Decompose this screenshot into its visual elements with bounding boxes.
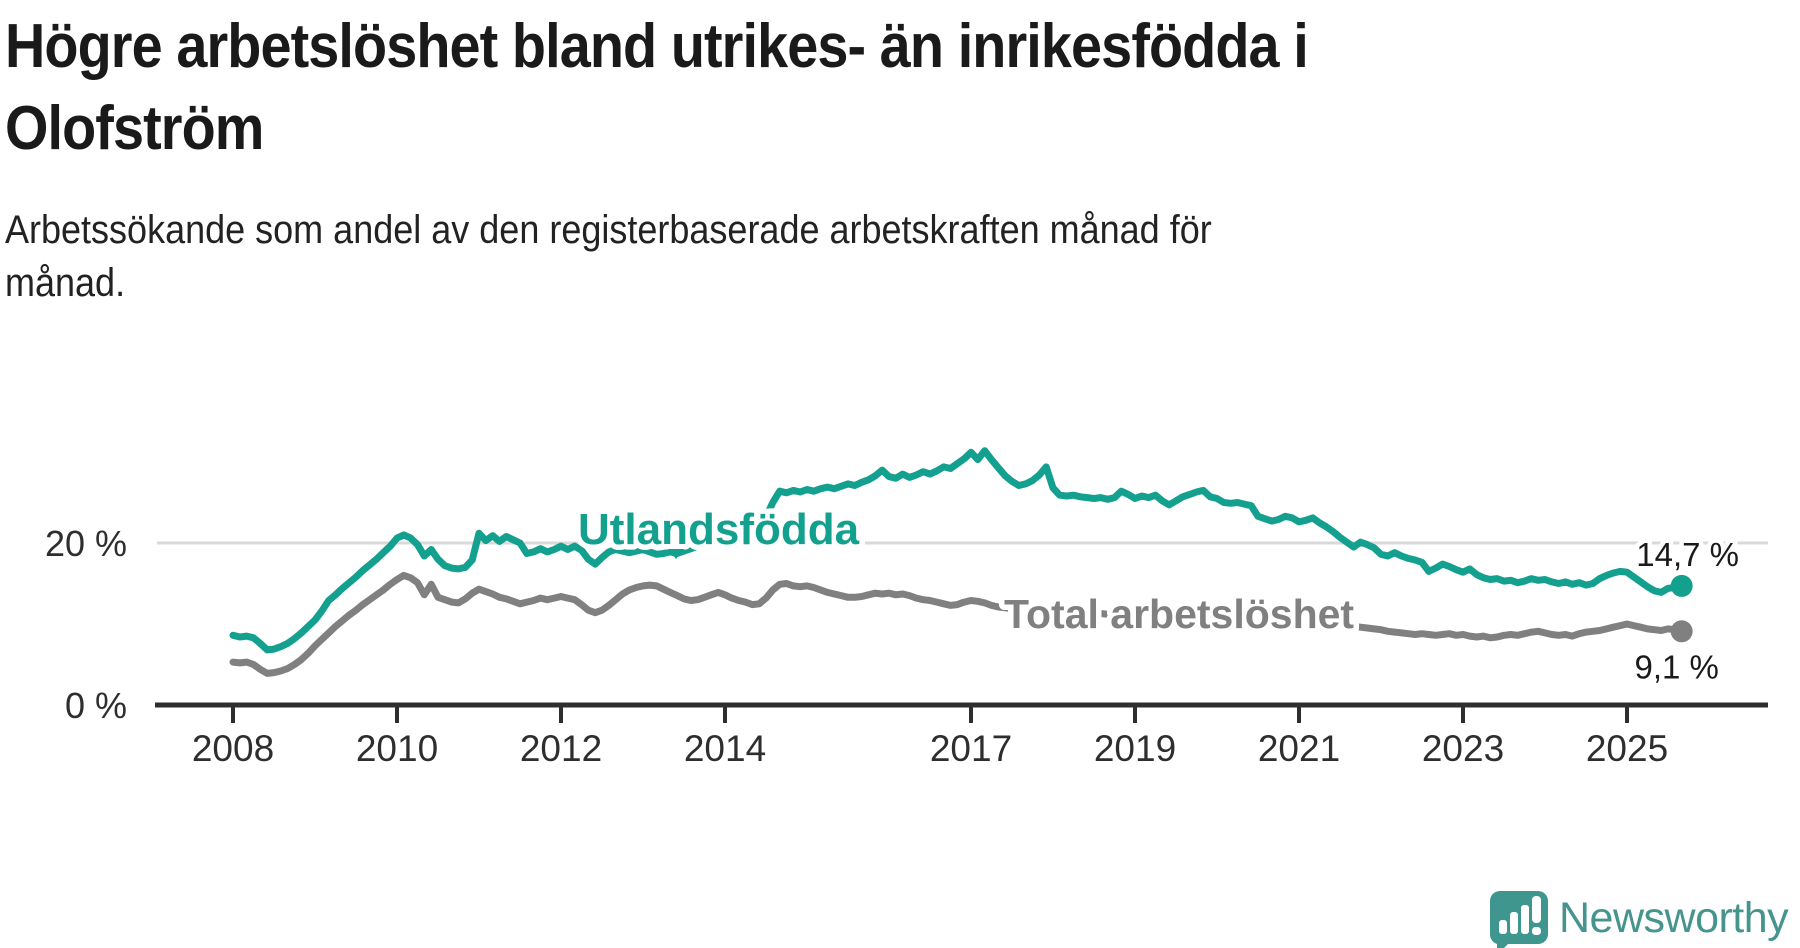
series-line-1 — [229, 571, 1686, 677]
subtitle-line-1: Arbetssökande som andel av den registerb… — [5, 208, 1212, 252]
exclamation-bar — [1532, 896, 1541, 923]
bar-3 — [1521, 905, 1529, 934]
title-line-2: Olofström — [5, 94, 264, 163]
x-tick-label-2008: 2008 — [192, 728, 274, 769]
end-value-label-1: 9,1 % — [1634, 648, 1718, 685]
newsworthy-logo: Newsworthy — [1488, 885, 1800, 948]
series-line-0 — [229, 447, 1686, 654]
x-tick-label-2023: 2023 — [1422, 728, 1504, 769]
brand-name: Newsworthy — [1559, 894, 1789, 942]
title-line-1: Högre arbetslöshet bland utrikes- än inr… — [5, 12, 1309, 81]
exclamation-dot — [1532, 927, 1541, 935]
x-tick-label-2014: 2014 — [684, 728, 766, 769]
series-lines — [229, 447, 1686, 677]
bar-2 — [1510, 912, 1518, 934]
x-tick-label-2012: 2012 — [520, 728, 602, 769]
chart-subtitle: Arbetssökande som andel av den registerb… — [5, 204, 1346, 310]
y-tick-label-20: 20 % — [45, 523, 127, 564]
end-dot-0 — [1670, 574, 1693, 597]
page-title: Högre arbetslöshet bland utrikes- än inr… — [5, 6, 1453, 170]
series-label-utlandsfodda: Utlandsfödda — [578, 505, 860, 554]
series-label-arrow-icon — [668, 549, 684, 559]
subtitle-line-2: månad. — [5, 261, 126, 305]
y-tick-label-0: 0 % — [65, 685, 127, 726]
x-tick-label-2010: 2010 — [356, 728, 438, 769]
x-tick-label-2021: 2021 — [1258, 728, 1340, 769]
end-annotations: 14,7 % 9,1 % — [1630, 531, 1744, 689]
bar-1 — [1499, 920, 1507, 934]
series-label-total: Total arbetslöshet — [1004, 591, 1354, 637]
x-axis-ticks — [231, 703, 1629, 723]
end-dot-1 — [1670, 620, 1693, 643]
axis-labels: 2008 2010 2012 2014 2017 2019 2021 2023 2025 0 % 2… — [45, 523, 1668, 769]
end-value-label-0: 14,7 % — [1636, 536, 1739, 573]
x-tick-label-2019: 2019 — [1094, 728, 1176, 769]
x-tick-label-2025: 2025 — [1586, 728, 1668, 769]
newsworthy-logo-icon — [1490, 891, 1548, 948]
x-tick-label-2017: 2017 — [930, 728, 1012, 769]
